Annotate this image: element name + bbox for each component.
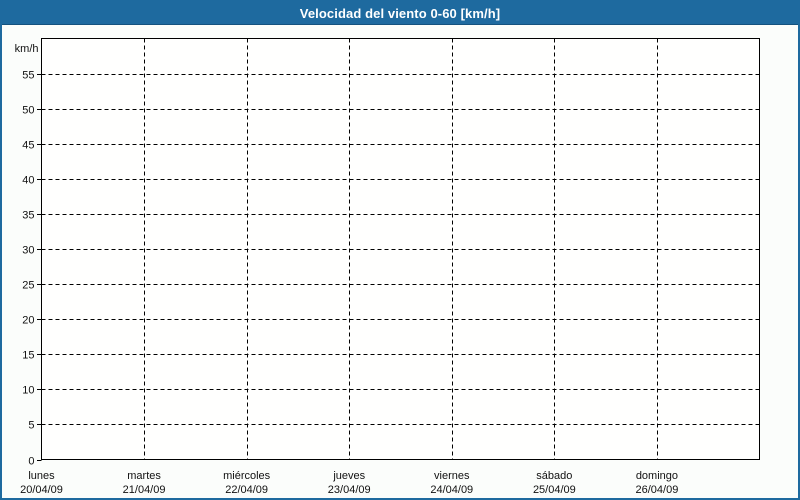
x-day-label: lunes — [28, 470, 55, 482]
x-date-label: 25/04/09 — [533, 484, 576, 496]
wind-speed-chart: 0 5 10 15 20 25 30 35 40 45 50 55 lunes 20/04/09 marte… — [15, 38, 760, 496]
chart-title: Velocidad del viento 0-60 [km/h] — [299, 5, 501, 21]
y-tick-label: 25 — [22, 280, 34, 292]
x-day-label: jueves — [332, 470, 365, 482]
y-tick-label: 0 — [28, 456, 34, 468]
x-day-label: sábado — [536, 470, 572, 482]
y-tick-label: 5 — [28, 420, 34, 432]
chart-area: 0 5 10 15 20 25 30 35 40 45 50 55 lunes 20/04/09 marte… — [2, 25, 798, 498]
y-tick-label: 20 — [22, 315, 34, 327]
x-date-label: 24/04/09 — [430, 484, 473, 496]
x-day-label: domingo — [636, 470, 678, 482]
y-tick-label: 35 — [22, 210, 34, 222]
x-date-label: 22/04/09 — [225, 484, 268, 496]
y-tick-label: 30 — [22, 245, 34, 257]
x-date-label: 20/04/09 — [20, 484, 63, 496]
x-date-label: 23/04/09 — [328, 484, 371, 496]
y-tick-label: 40 — [22, 175, 34, 187]
y-tick-label: 15 — [22, 350, 34, 362]
y-tick-label: 55 — [22, 70, 34, 82]
y-tick-label: 10 — [22, 385, 34, 397]
x-date-label: 26/04/09 — [636, 484, 679, 496]
x-day-label: viernes — [434, 470, 470, 482]
y-tick-label: 50 — [22, 105, 34, 117]
chart-title-bar: Velocidad del viento 0-60 [km/h] — [2, 2, 798, 25]
plot-border — [41, 38, 760, 460]
x-day-label: miércoles — [223, 470, 271, 482]
y-tick-label: 45 — [22, 140, 34, 152]
y-axis-unit-label: km/h — [15, 43, 39, 55]
x-date-label: 21/04/09 — [123, 484, 166, 496]
x-day-label: martes — [127, 470, 161, 482]
